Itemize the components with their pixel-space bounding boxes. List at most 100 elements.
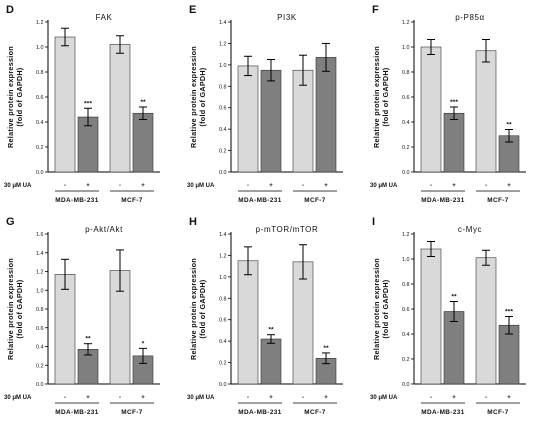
chart-panel-g: Gp-Akt/Akt Relative protein expression (fo…: [4, 216, 160, 416]
significance-label: ***: [84, 100, 92, 107]
bar: [109, 44, 131, 173]
chart-title: PI3K: [277, 13, 297, 22]
treatment-label: 30 μM UA: [4, 183, 32, 189]
y-tick-label: 0.2: [219, 149, 227, 155]
chart-panel-i: Ic-Myc Relative protein expression (fold o…: [370, 216, 526, 416]
treatment-sign: -: [64, 395, 66, 401]
panel-letter: D: [6, 4, 14, 16]
y-tick-label: 0.4: [402, 120, 410, 126]
bar: [315, 57, 337, 173]
y-tick-label: 0.4: [36, 345, 44, 351]
y-axis-label: Relative protein expression: [372, 46, 381, 148]
bar: [475, 50, 497, 173]
treatment-sign: -: [485, 395, 487, 401]
treatment-sign: +: [324, 395, 328, 401]
y-tick-label: 0.6: [402, 307, 410, 313]
panel-letter: H: [189, 216, 197, 228]
y-tick-label: 0.6: [36, 326, 44, 332]
treatment-label: 30 μM UA: [187, 183, 215, 189]
bar: [54, 36, 76, 173]
treatment-sign: -: [430, 395, 432, 401]
chart-panel-h: Hp-mTOR/mTOR Relative protein expression(…: [187, 216, 343, 416]
y-tick-label: 1.2: [36, 270, 44, 276]
group-label: MCF-7: [304, 409, 326, 416]
panel-letter: E: [189, 4, 196, 16]
y-tick-label: 0.2: [402, 357, 410, 363]
bar: [132, 112, 154, 173]
y-tick-label: 1.0: [36, 288, 44, 294]
y-axis-label: (fold of GAPDH): [198, 279, 207, 338]
group-label: MDA-MB-231: [55, 409, 98, 416]
y-tick-label: 0.8: [219, 84, 227, 90]
treatment-sign: +: [452, 183, 456, 189]
y-tick-label: 0.6: [36, 95, 44, 101]
y-tick-label: 0.0: [219, 382, 227, 388]
bar: [475, 257, 497, 385]
chart-panel-d: D FAK Relative protein expression (fold of …: [4, 4, 160, 204]
y-tick-label: 1.4: [219, 232, 227, 238]
y-axis-label: Relative protein expression: [6, 258, 15, 360]
treatment-sign: -: [119, 395, 121, 401]
bar: [443, 311, 465, 385]
treatment-sign: +: [269, 395, 273, 401]
bar: [54, 274, 76, 385]
treatment-sign: +: [324, 183, 328, 189]
y-tick-label: 0.8: [402, 70, 410, 76]
panel-letter: G: [6, 216, 15, 228]
treatment-label: 30 μM UA: [187, 395, 215, 401]
y-axis-label: (fold of GAPDH): [15, 279, 24, 338]
treatment-label: 30 μM UA: [370, 395, 398, 401]
y-tick-label: 1.0: [402, 45, 410, 51]
significance-label: ***: [450, 99, 458, 106]
y-tick-label: 0.4: [219, 339, 227, 345]
treatment-sign: -: [302, 395, 304, 401]
treatment-sign: +: [141, 183, 145, 189]
y-tick-label: 0.2: [402, 145, 410, 151]
treatment-sign: +: [86, 183, 90, 189]
y-tick-label: 0.0: [36, 382, 44, 388]
significance-label: **: [140, 99, 146, 106]
chart-title: p-Akt/Akt: [85, 225, 123, 234]
y-tick-label: 0.8: [36, 307, 44, 313]
group-label: MCF-7: [121, 197, 143, 204]
treatment-sign: +: [141, 395, 145, 401]
y-tick-label: 0.0: [219, 170, 227, 176]
significance-label: **: [268, 327, 274, 334]
treatment-label: 30 μM UA: [4, 395, 32, 401]
y-axis-label: Relative protein expression: [189, 46, 198, 148]
y-axis-label: (fold of GAPDH): [381, 279, 390, 338]
y-tick-label: 0.4: [219, 127, 227, 133]
y-tick-label: 0.4: [36, 120, 44, 126]
group-label: MDA-MB-231: [421, 409, 464, 416]
bar: [260, 69, 282, 173]
treatment-sign: -: [247, 395, 249, 401]
bar: [260, 338, 282, 385]
treatment-sign: +: [86, 395, 90, 401]
significance-label: **: [506, 122, 512, 129]
chart-panel-f: Fp-P85α Relative protein expression (fold …: [370, 4, 526, 204]
y-tick-label: 0.8: [36, 70, 44, 76]
treatment-sign: -: [64, 183, 66, 189]
treatment-sign: +: [452, 395, 456, 401]
y-tick-label: 0.8: [219, 296, 227, 302]
group-label: MCF-7: [487, 197, 509, 204]
y-tick-label: 1.2: [402, 232, 410, 238]
chart-panel-e: E PI3K Relative protein expression (fold of…: [187, 4, 343, 204]
y-tick-label: 0.4: [402, 332, 410, 338]
y-axis-label: Relative protein expression: [189, 258, 198, 360]
y-axis-label: Relative protein expression: [6, 46, 15, 148]
bar: [237, 65, 259, 173]
panel-letter: I: [372, 216, 375, 228]
chart-title: c-Myc: [458, 225, 482, 234]
y-axis-label: (fold of GAPDH): [381, 67, 390, 126]
y-tick-label: 0.6: [219, 318, 227, 324]
y-tick-label: 1.4: [219, 20, 227, 26]
treatment-sign: -: [119, 183, 121, 189]
significance-label: *: [142, 340, 145, 347]
significance-label: **: [451, 294, 457, 301]
y-tick-label: 0.6: [219, 106, 227, 112]
bar: [443, 112, 465, 173]
y-tick-label: 0.2: [219, 361, 227, 367]
y-tick-label: 0.0: [36, 170, 44, 176]
y-axis-label: Relative protein expression: [372, 258, 381, 360]
